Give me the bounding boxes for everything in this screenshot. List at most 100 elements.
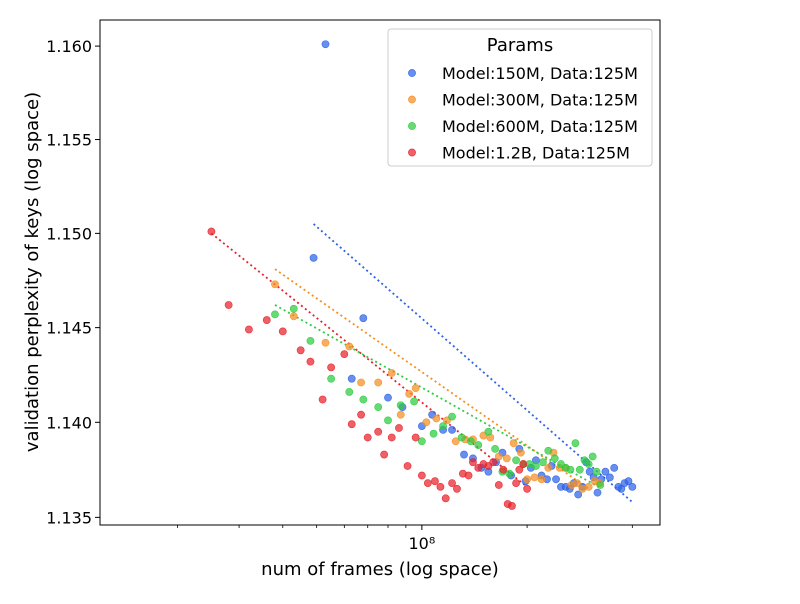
data-point-series-3-27 [464, 471, 473, 480]
data-point-series-2-12 [439, 422, 447, 430]
y-tick-label-0: 1.135 [46, 508, 92, 527]
data-point-series-3-5 [296, 346, 305, 355]
legend-box [387, 28, 653, 167]
data-point-series-0-37 [605, 473, 614, 482]
plot-area-frame [99, 19, 661, 526]
data-point-series-3-37 [512, 479, 520, 487]
data-point-series-2-7 [384, 416, 392, 425]
data-point-series-1-23 [530, 473, 539, 482]
data-point-series-3-40 [523, 484, 531, 493]
data-point-series-3-14 [380, 450, 389, 459]
data-point-series-0-4 [384, 393, 392, 402]
data-point-series-3-32 [489, 458, 498, 467]
data-point-series-2-31 [571, 439, 580, 448]
data-point-series-1-8 [405, 389, 414, 398]
data-point-series-2-37 [596, 481, 605, 489]
data-point-series-3-0 [207, 227, 216, 236]
legend-marker-series-1 [408, 95, 416, 104]
y-tick-label-1: 1.140 [46, 413, 92, 432]
data-point-series-2-4 [345, 388, 354, 396]
data-point-series-0-42 [624, 477, 633, 486]
data-point-series-1-22 [523, 475, 531, 484]
data-point-series-2-30 [566, 465, 575, 474]
data-point-series-3-3 [262, 316, 271, 324]
data-point-series-3-12 [363, 433, 372, 442]
data-point-series-1-6 [387, 369, 396, 377]
data-points [207, 40, 637, 510]
data-point-series-0-36 [601, 467, 610, 476]
data-point-series-3-11 [357, 410, 365, 419]
data-point-series-1-30 [573, 479, 581, 487]
data-point-series-3-1 [224, 301, 233, 309]
data-point-series-1-4 [357, 378, 365, 387]
data-point-series-3-21 [431, 477, 439, 486]
data-point-series-1-21 [517, 448, 525, 457]
data-point-series-3-39 [519, 460, 528, 468]
data-point-series-0-9 [448, 425, 456, 434]
data-point-series-2-17 [484, 427, 493, 436]
data-point-series-3-20 [423, 479, 432, 487]
data-point-series-3-34 [499, 465, 508, 474]
legend-label-series-0: Model:150M, Data:125M [442, 64, 638, 83]
data-point-series-1-1 [289, 312, 298, 321]
data-point-series-3-9 [340, 350, 349, 358]
data-point-series-1-19 [502, 454, 511, 463]
data-point-series-3-15 [387, 433, 396, 442]
data-point-series-2-18 [491, 444, 500, 453]
legend-label-series-3: Model:1.2B, Data:125M [442, 144, 630, 163]
y-tick-label-4: 1.155 [46, 131, 92, 150]
data-point-series-3-38 [515, 465, 524, 474]
data-point-series-3-23 [441, 494, 450, 503]
data-point-series-3-18 [411, 433, 420, 442]
data-point-series-1-0 [271, 280, 279, 289]
fit-line-series-2 [274, 304, 599, 488]
data-point-series-2-14 [457, 433, 466, 442]
data-point-series-0-29 [574, 490, 583, 499]
data-point-series-2-1 [289, 304, 298, 313]
data-point-series-3-25 [453, 484, 461, 493]
data-point-series-0-43 [628, 482, 637, 491]
data-point-series-0-10 [460, 450, 468, 459]
data-point-series-1-2 [321, 338, 330, 347]
fit-lines [210, 223, 633, 503]
data-point-series-0-38 [610, 463, 619, 472]
data-point-series-2-25 [539, 458, 547, 467]
legend-marker-series-3 [408, 148, 416, 157]
data-point-series-2-27 [550, 454, 559, 463]
data-point-series-1-32 [584, 482, 593, 491]
data-point-series-0-34 [593, 488, 602, 497]
data-point-series-2-15 [466, 437, 475, 446]
data-point-series-3-33 [494, 481, 503, 489]
axis-ticks: 1.135 1.140 1.145 1.150 1.155 1.160 10⁸ [46, 37, 633, 553]
data-point-series-1-11 [432, 414, 441, 423]
data-point-series-0-3 [359, 314, 368, 323]
data-point-series-2-5 [359, 395, 368, 404]
data-point-series-2-26 [544, 446, 553, 455]
data-point-series-1-18 [494, 452, 503, 461]
x-axis-label: num of frames (log space) [261, 559, 499, 580]
x-tick-label-0: 10⁸ [408, 534, 435, 553]
legend-label-series-1: Model:300M, Data:125M [442, 91, 638, 110]
data-point-series-3-10 [347, 420, 356, 429]
data-point-series-0-24 [552, 475, 560, 484]
data-point-series-3-4 [278, 327, 287, 336]
data-point-series-2-21 [512, 456, 520, 465]
data-point-series-3-19 [417, 471, 426, 480]
y-tick-label-5: 1.160 [46, 37, 92, 56]
data-point-series-1-9 [411, 384, 420, 393]
data-point-series-0-1 [321, 40, 330, 49]
legend: Params Model:150M, Data:125M Model:300M, … [387, 28, 653, 167]
data-point-series-2-16 [474, 441, 483, 449]
data-point-series-1-20 [509, 439, 518, 448]
data-point-series-2-35 [588, 452, 597, 461]
data-point-series-1-25 [544, 463, 553, 472]
data-point-series-1-5 [374, 378, 383, 387]
data-point-series-2-34 [584, 460, 593, 468]
legend-marker-series-0 [408, 69, 416, 77]
y-tick-label-2: 1.145 [46, 319, 92, 338]
data-point-series-2-6 [374, 403, 383, 412]
y-axis-label: validation perplexity of keys (log space… [22, 92, 43, 452]
data-point-series-3-24 [448, 479, 456, 487]
